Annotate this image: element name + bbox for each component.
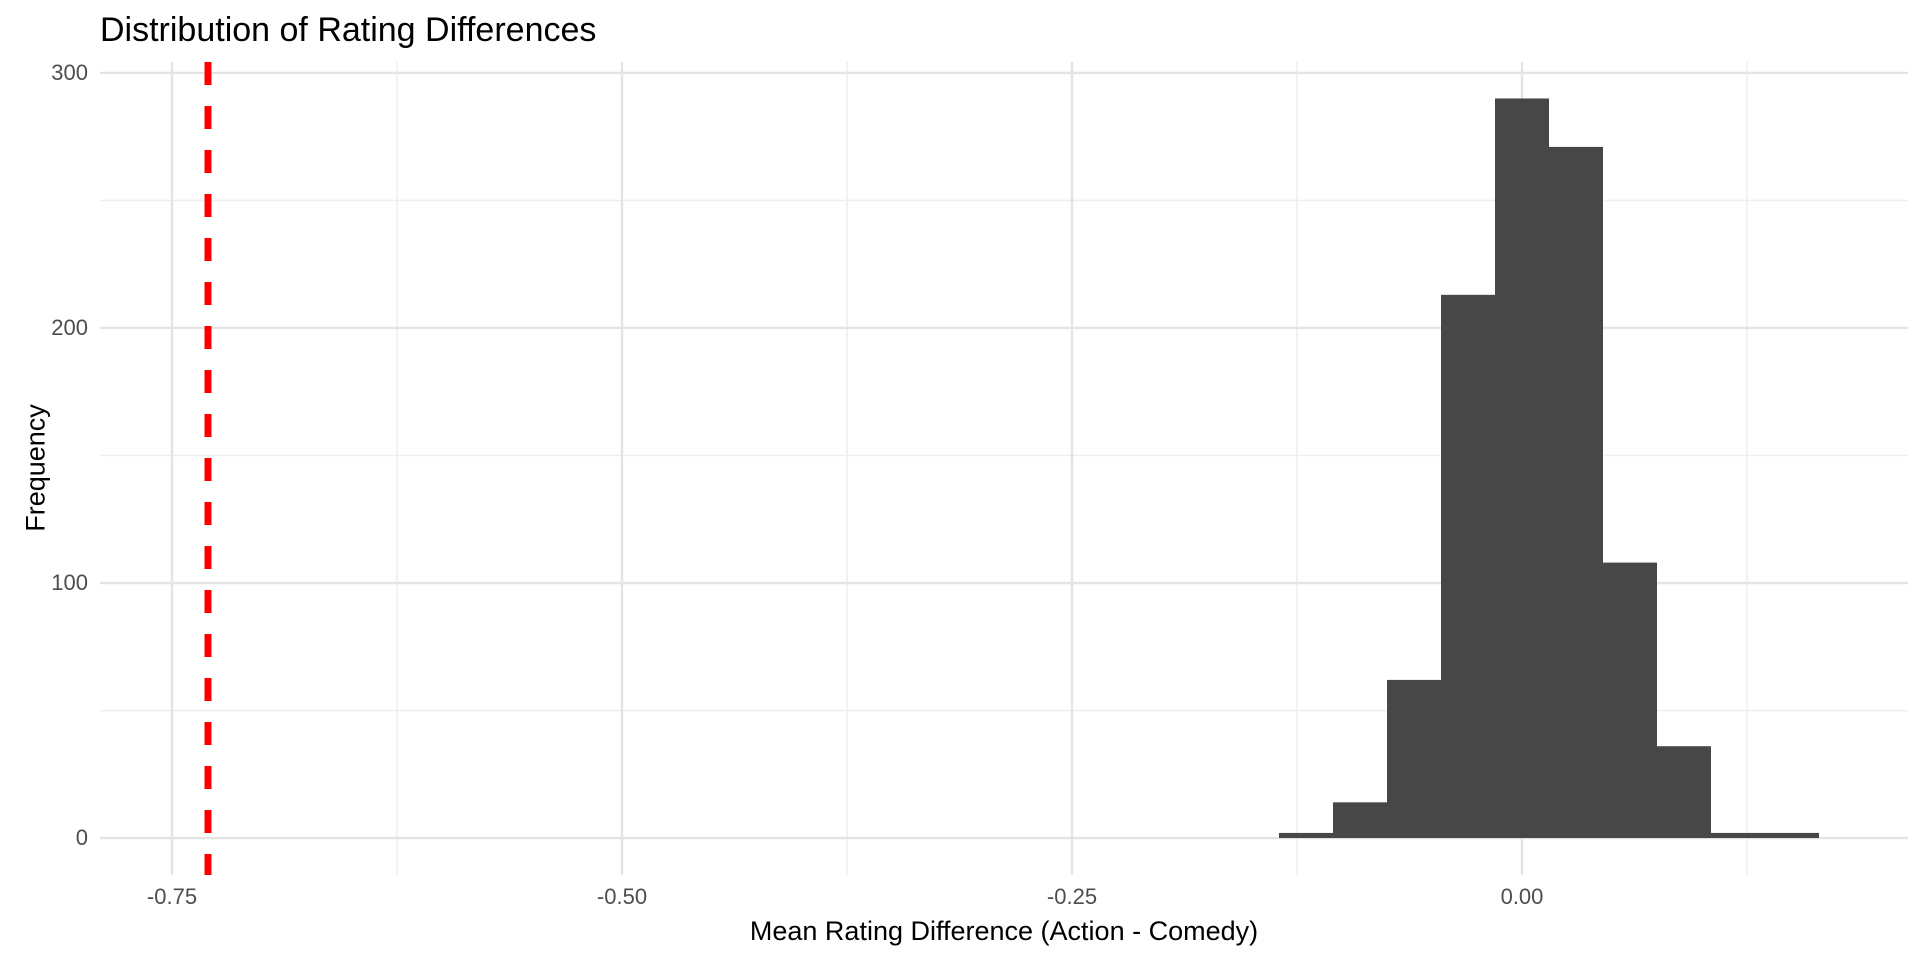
plot-title: Distribution of Rating Differences [100,11,597,49]
histogram-bar [1657,746,1712,839]
histogram-bar [1279,832,1334,839]
x-tick-label: -0.50 [596,884,648,909]
y-tick-label: 100 [51,570,88,595]
histogram-bar [1765,832,1820,839]
y-tick-label: 200 [51,314,88,340]
histogram-bar [1549,146,1604,839]
histogram-bar [1387,679,1442,839]
histogram-bar [1495,98,1550,839]
x-tick-label: -0.75 [146,884,198,909]
x-tick-label: -0.25 [1046,884,1098,909]
x-axis-title: Mean Rating Difference (Action - Comedy) [749,916,1259,946]
histogram-bar [1441,294,1496,839]
histogram-bar [1603,562,1658,839]
y-tick-label: 0 [75,825,88,851]
histogram-bar [1711,832,1766,839]
y-tick-label: 300 [51,59,88,85]
histogram-bar [1333,802,1388,839]
x-tick-label: 0.00 [1500,884,1544,909]
